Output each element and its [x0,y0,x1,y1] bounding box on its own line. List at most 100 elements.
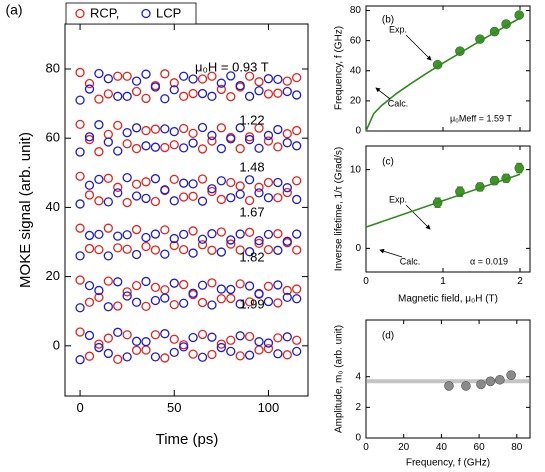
fit-curve [365,17,521,132]
legend-marker [75,8,85,19]
series-label: Calc. [388,98,409,108]
data-point [179,244,189,255]
data-point [122,91,132,101]
data-point [75,147,85,157]
y-tick-label: 4 [355,371,361,382]
data-point [94,339,104,349]
data-point [103,302,113,312]
data-point [197,329,208,340]
data-point [282,76,292,86]
data-point [103,251,113,261]
data-point [160,285,170,295]
data-point [131,191,142,201]
data-point [244,281,255,291]
data-point [131,224,142,235]
x-tick-label: 100 [258,400,280,415]
panel-label: (b) [382,15,394,26]
data-point [94,68,104,79]
data-point [160,353,170,363]
data-point [263,136,274,146]
data-point [226,335,236,345]
data-point [292,125,302,136]
data-point [207,91,217,101]
data-point [160,94,170,104]
data-point [216,194,226,205]
data-point [514,163,525,173]
data-point [235,279,245,289]
y-tick-label: 80 [46,60,60,75]
data-point [131,76,142,86]
data-point [113,182,123,192]
annotation: 1.48 [239,159,264,174]
data-point [160,249,170,259]
data-point [94,244,104,255]
data-point [103,197,113,207]
data-point [160,293,170,303]
data-point [254,238,264,249]
data-point [254,235,264,246]
data-point [263,130,274,141]
data-point [188,288,198,298]
data-point [292,194,302,205]
data-point [179,143,189,153]
label-arrow [405,34,432,61]
data-point [273,88,283,98]
data-point [84,78,95,89]
data-point [179,229,189,240]
data-point [292,90,302,100]
data-point [273,245,283,255]
data-point [169,140,179,150]
data-point [179,342,189,352]
data-point [113,243,123,253]
data-point [216,247,226,257]
data-point [282,183,292,193]
data-point [94,285,104,296]
data-point [188,179,198,189]
data-point [235,181,245,191]
data-point [197,196,208,206]
data-point [444,381,454,391]
data-point [131,297,142,307]
data-point [292,141,302,151]
data-point [226,92,236,102]
data-point [141,301,151,312]
data-point [150,330,161,340]
data-point [226,177,236,188]
data-point [113,327,123,337]
data-point [282,350,292,360]
data-point [179,91,189,101]
data-point [179,123,189,134]
data-point [150,282,161,292]
data-point [216,342,226,353]
data-point [235,80,245,91]
y-tick-label: 40 [46,199,60,214]
legend-label: LCP [156,5,181,20]
data-point [235,123,245,133]
data-point [84,351,95,361]
data-point [461,381,471,391]
label-arrow [405,204,431,230]
data-point [122,139,132,149]
data-point [282,285,292,296]
y-tick-label: 10 [350,164,362,175]
annotation: 1.22 [239,112,264,127]
data-point [197,234,208,244]
data-point [207,300,217,310]
data-point [113,301,123,311]
data-point [103,129,113,140]
data-point [188,128,198,139]
data-point [254,86,264,96]
y-tick-label: 0 [355,433,361,444]
data-point [103,276,113,286]
data-point [188,191,198,201]
data-point [514,10,525,20]
data-point [254,143,264,153]
data-point [235,189,245,199]
series-label: Exp. [389,194,407,204]
data-point [263,343,274,354]
y-axis-label: Frequency, f (GHz) [334,26,345,110]
x-tick-label: 20 [398,442,410,453]
data-point [131,345,142,355]
y-tick-label: 80 [350,5,362,16]
data-point [188,349,198,359]
